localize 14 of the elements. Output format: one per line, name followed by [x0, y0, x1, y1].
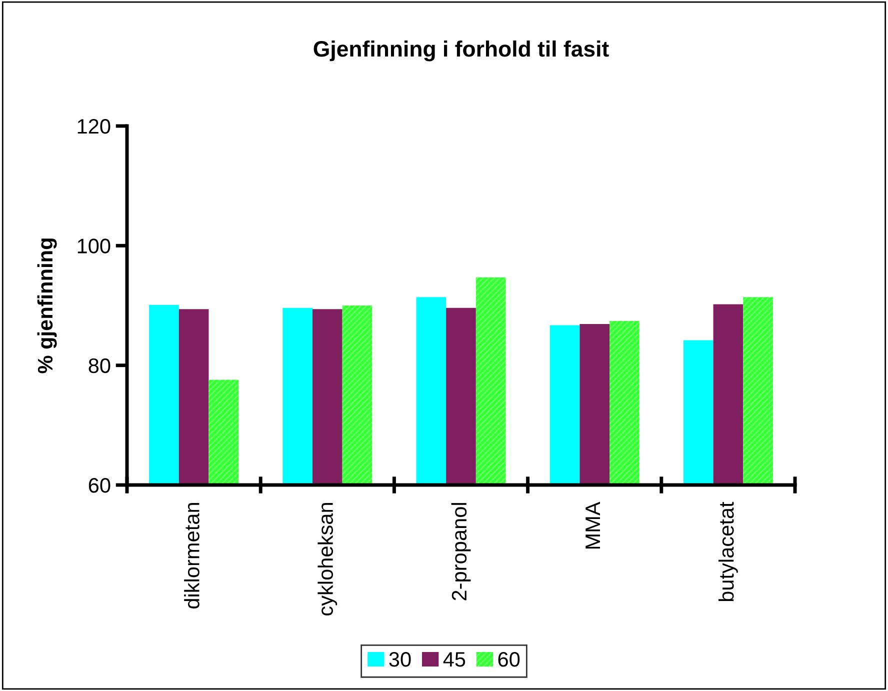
y-tick-label: 80 — [88, 358, 110, 374]
y-tick-label: 60 — [88, 478, 110, 493]
x-tick-label: diklormetan — [184, 503, 200, 608]
legend-label: 45 — [443, 652, 466, 667]
x-tick-label: 2-propanol — [451, 503, 471, 600]
legend-label: 30 — [389, 652, 411, 667]
legend-label: 60 — [498, 652, 520, 667]
y-tick-label: 120 — [78, 119, 110, 134]
chart-title: Gjenfinning i forhold til fasit — [314, 40, 609, 62]
y-tick-label: 100 — [78, 238, 110, 254]
y-axis-title: % gjenfinning — [37, 238, 57, 374]
x-tick-label: cykloheksan — [318, 503, 338, 616]
x-tick-label: butylacetat — [718, 502, 738, 602]
x-tick-label: MMA — [586, 502, 600, 549]
